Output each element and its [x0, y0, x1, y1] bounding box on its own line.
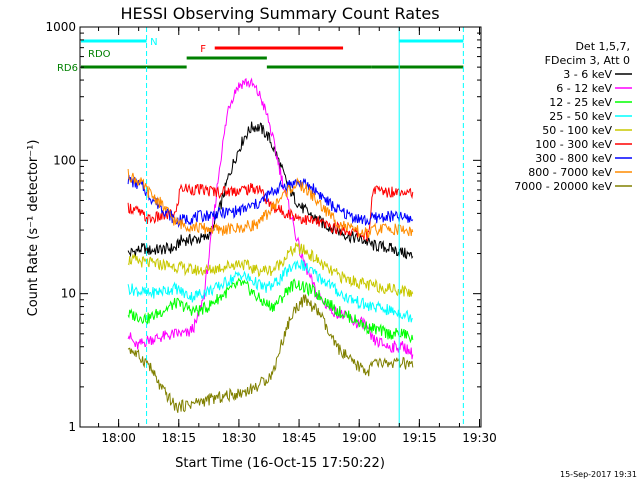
legend-info-line: Det 1,5,7,	[575, 40, 630, 53]
legend-entry-label: 6 - 12 keV	[556, 82, 612, 95]
series-line	[127, 258, 413, 323]
x-tick-label: 19:15	[402, 431, 437, 445]
y-axis-label: Count Rate (s⁻¹ detector⁻¹)	[26, 140, 41, 317]
legend-entry-label: 12 - 25 keV	[549, 96, 612, 109]
y-tick-label: 10	[61, 287, 76, 301]
series-line	[127, 277, 414, 344]
legend-entry-label: 100 - 300 keV	[535, 138, 612, 151]
flag-label: F	[200, 44, 206, 55]
y-tick-label: 1000	[45, 20, 76, 34]
series-line	[127, 121, 414, 260]
x-tick-label: 19:30	[462, 431, 497, 445]
x-tick-label: 18:15	[161, 431, 196, 445]
series-line	[127, 294, 414, 413]
flag-label: RDO	[88, 49, 111, 60]
legend-info-line: FDecim 3, Att 0	[545, 54, 630, 67]
flag-label: N	[150, 37, 157, 48]
legend-entry-label: 800 - 7000 keV	[528, 166, 612, 179]
axes: 18:00 18:15 18:30 18:45 19:00 19:15 19:30 1 10 10…	[45, 20, 496, 445]
timestamp: 15-Sep-2017 19:31	[560, 470, 637, 479]
x-tick-label: 19:00	[342, 431, 377, 445]
flag-label: RD6	[57, 63, 78, 74]
chart-title: HESSI Observing Summary Count Rates	[120, 4, 439, 23]
x-tick-label: 18:00	[101, 431, 136, 445]
legend-entry-label: 7000 - 20000 keV	[514, 180, 612, 193]
legend-entry-label: 300 - 800 keV	[535, 152, 612, 165]
flag-bars: N F RDO RD6	[57, 37, 464, 74]
legend-entry-label: 50 - 100 keV	[542, 124, 612, 137]
legend-entry-label: 25 - 50 keV	[549, 110, 612, 123]
series-line	[127, 242, 414, 298]
x-axis-label: Start Time (16-Oct-15 17:50:22)	[175, 456, 385, 471]
series-lines	[127, 77, 414, 413]
x-tick-label: 18:45	[282, 431, 317, 445]
y-tick-label: 100	[53, 153, 76, 167]
series-line	[127, 168, 414, 239]
y-tick-label: 1	[68, 420, 76, 434]
plot-area	[79, 27, 464, 427]
legend-entry-label: 3 - 6 keV	[563, 68, 612, 81]
plot-frame	[79, 26, 482, 428]
x-tick-label: 18:30	[222, 431, 257, 445]
